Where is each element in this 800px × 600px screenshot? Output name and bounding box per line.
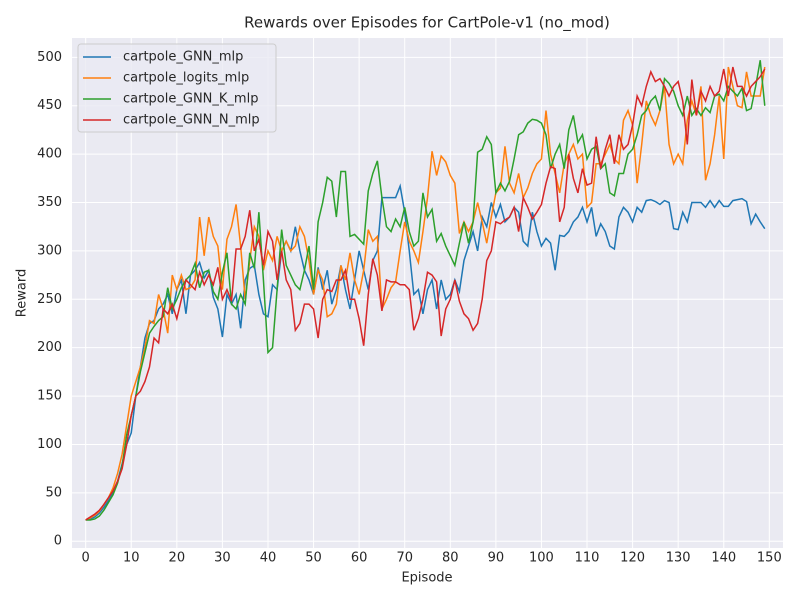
y-axis-label: Reward <box>15 269 30 317</box>
x-tick-label: 110 <box>575 551 600 566</box>
x-axis-label: Episode <box>401 571 452 586</box>
x-tick-label: 50 <box>305 551 322 566</box>
series-line <box>85 60 766 521</box>
y-tick-label: 500 <box>37 50 62 65</box>
legend-label: cartpole_GNN_mlp <box>123 50 243 65</box>
y-tick-label: 0 <box>54 534 62 549</box>
series-line <box>85 66 766 521</box>
series-line <box>85 66 766 521</box>
x-tick-label: 120 <box>620 551 645 566</box>
x-tick-label: 30 <box>214 551 231 566</box>
x-tick-label: 10 <box>123 551 140 566</box>
chart-title: Rewards over Episodes for CartPole-v1 (n… <box>244 14 610 33</box>
x-tick-label: 0 <box>82 551 90 566</box>
y-tick-label: 300 <box>37 243 62 258</box>
legend-label: cartpole_GNN_N_mlp <box>123 113 260 128</box>
x-tick-label: 100 <box>529 551 554 566</box>
y-tick-label: 150 <box>37 389 62 404</box>
x-tick-label: 150 <box>757 551 782 566</box>
y-tick-label: 350 <box>37 195 62 210</box>
legend-label: cartpole_logits_mlp <box>123 71 249 86</box>
x-tick-label: 40 <box>260 551 277 566</box>
y-tick-label: 50 <box>45 485 62 500</box>
x-tick-label: 130 <box>666 551 691 566</box>
legend-label: cartpole_GNN_K_mlp <box>123 92 258 107</box>
x-tick-label: 90 <box>488 551 505 566</box>
y-tick-label: 400 <box>37 147 62 162</box>
y-tick-label: 100 <box>37 437 62 452</box>
x-tick-label: 80 <box>442 551 459 566</box>
x-tick-label: 70 <box>396 551 413 566</box>
x-tick-label: 20 <box>169 551 186 566</box>
x-tick-label: 60 <box>351 551 368 566</box>
y-tick-label: 200 <box>37 340 62 355</box>
x-tick-label: 140 <box>711 551 736 566</box>
legend-box <box>77 43 277 133</box>
series-line <box>85 183 766 521</box>
y-tick-label: 450 <box>37 98 62 113</box>
y-tick-label: 250 <box>37 292 62 307</box>
